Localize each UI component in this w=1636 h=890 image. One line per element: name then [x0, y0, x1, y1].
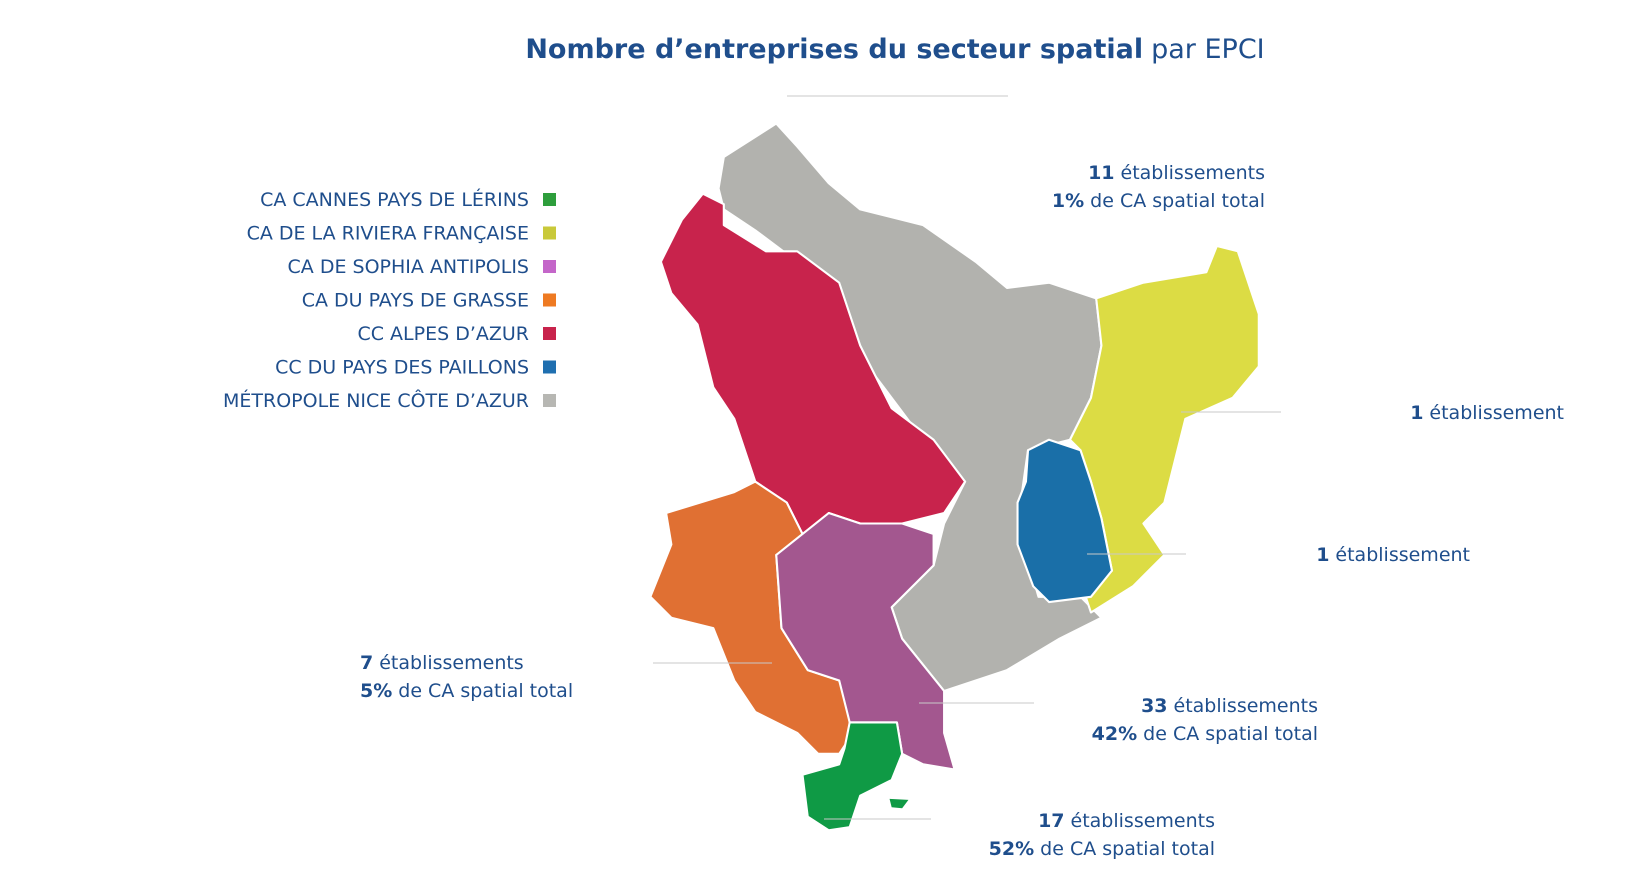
title: Nombre d’entreprises du secteur spatial p… [525, 34, 1264, 65]
annotation-count: 7 établissements [360, 652, 524, 674]
legend-swatch [543, 327, 556, 340]
region-riviera [1068, 244, 1260, 614]
annotation-count: 1 établissement [1410, 402, 1564, 424]
annotation-share: 5% de CA spatial total [360, 680, 573, 702]
share-text: de CA spatial total [1143, 723, 1318, 745]
legend-swatch [543, 226, 556, 240]
count-number: 17 [1038, 810, 1064, 832]
annotation-count: 11 établissements [1088, 162, 1265, 184]
legend-swatch [543, 260, 556, 273]
count-number: 1 [1316, 544, 1329, 566]
legend-label: CA CANNES PAYS DE LÉRINS [260, 188, 529, 211]
count-text: établissement [1335, 544, 1470, 566]
share-text: de CA spatial total [398, 680, 573, 702]
map [649, 122, 1260, 832]
legend-swatch [543, 360, 556, 374]
region-paillons [1016, 438, 1113, 604]
annotation-count: 1 établissement [1316, 544, 1470, 566]
count-text: établissements [379, 652, 523, 674]
title-rest: par EPCI [1151, 34, 1265, 65]
share-number: 1% [1052, 190, 1084, 212]
region-alpes-azur [659, 192, 967, 546]
annotation-share: 1% de CA spatial total [1052, 190, 1265, 212]
share-text: de CA spatial total [1040, 838, 1215, 860]
count-number: 7 [360, 652, 373, 674]
legend-label: MÉTROPOLE NICE CÔTE D’AZUR [223, 388, 529, 412]
region-cannes [801, 721, 904, 832]
legend-label: CA DE SOPHIA ANTIPOLIS [288, 256, 529, 278]
legend-label: CC ALPES D’AZUR [357, 323, 529, 345]
region-cannes-island [889, 798, 909, 809]
count-text: établissement [1429, 402, 1564, 424]
legend-swatch [543, 293, 556, 307]
annotation-count: 33 établissements [1141, 695, 1318, 717]
annotation-share: 52% de CA spatial total [989, 838, 1215, 860]
annotation-count: 17 établissements [1038, 810, 1215, 832]
legend-label: CA DU PAYS DE GRASSE [302, 290, 529, 312]
share-number: 42% [1092, 723, 1137, 745]
legend-swatch [543, 394, 556, 407]
share-number: 52% [989, 838, 1034, 860]
share-text: de CA spatial total [1090, 190, 1265, 212]
region-sophia [775, 511, 956, 771]
count-number: 11 [1088, 162, 1114, 184]
count-text: établissements [1071, 810, 1215, 832]
count-number: 33 [1141, 695, 1167, 717]
share-number: 5% [360, 680, 392, 702]
annotation-share: 42% de CA spatial total [1092, 723, 1318, 745]
count-number: 1 [1410, 402, 1423, 424]
legend-label: CA DE LA RIVIERA FRANÇAISE [247, 223, 529, 245]
legend-label: CC DU PAYS DES PAILLONS [275, 357, 529, 379]
count-text: établissements [1121, 162, 1265, 184]
title-bold: Nombre d’entreprises du secteur spatial [525, 34, 1143, 65]
legend-swatch [543, 193, 556, 206]
count-text: établissements [1174, 695, 1318, 717]
